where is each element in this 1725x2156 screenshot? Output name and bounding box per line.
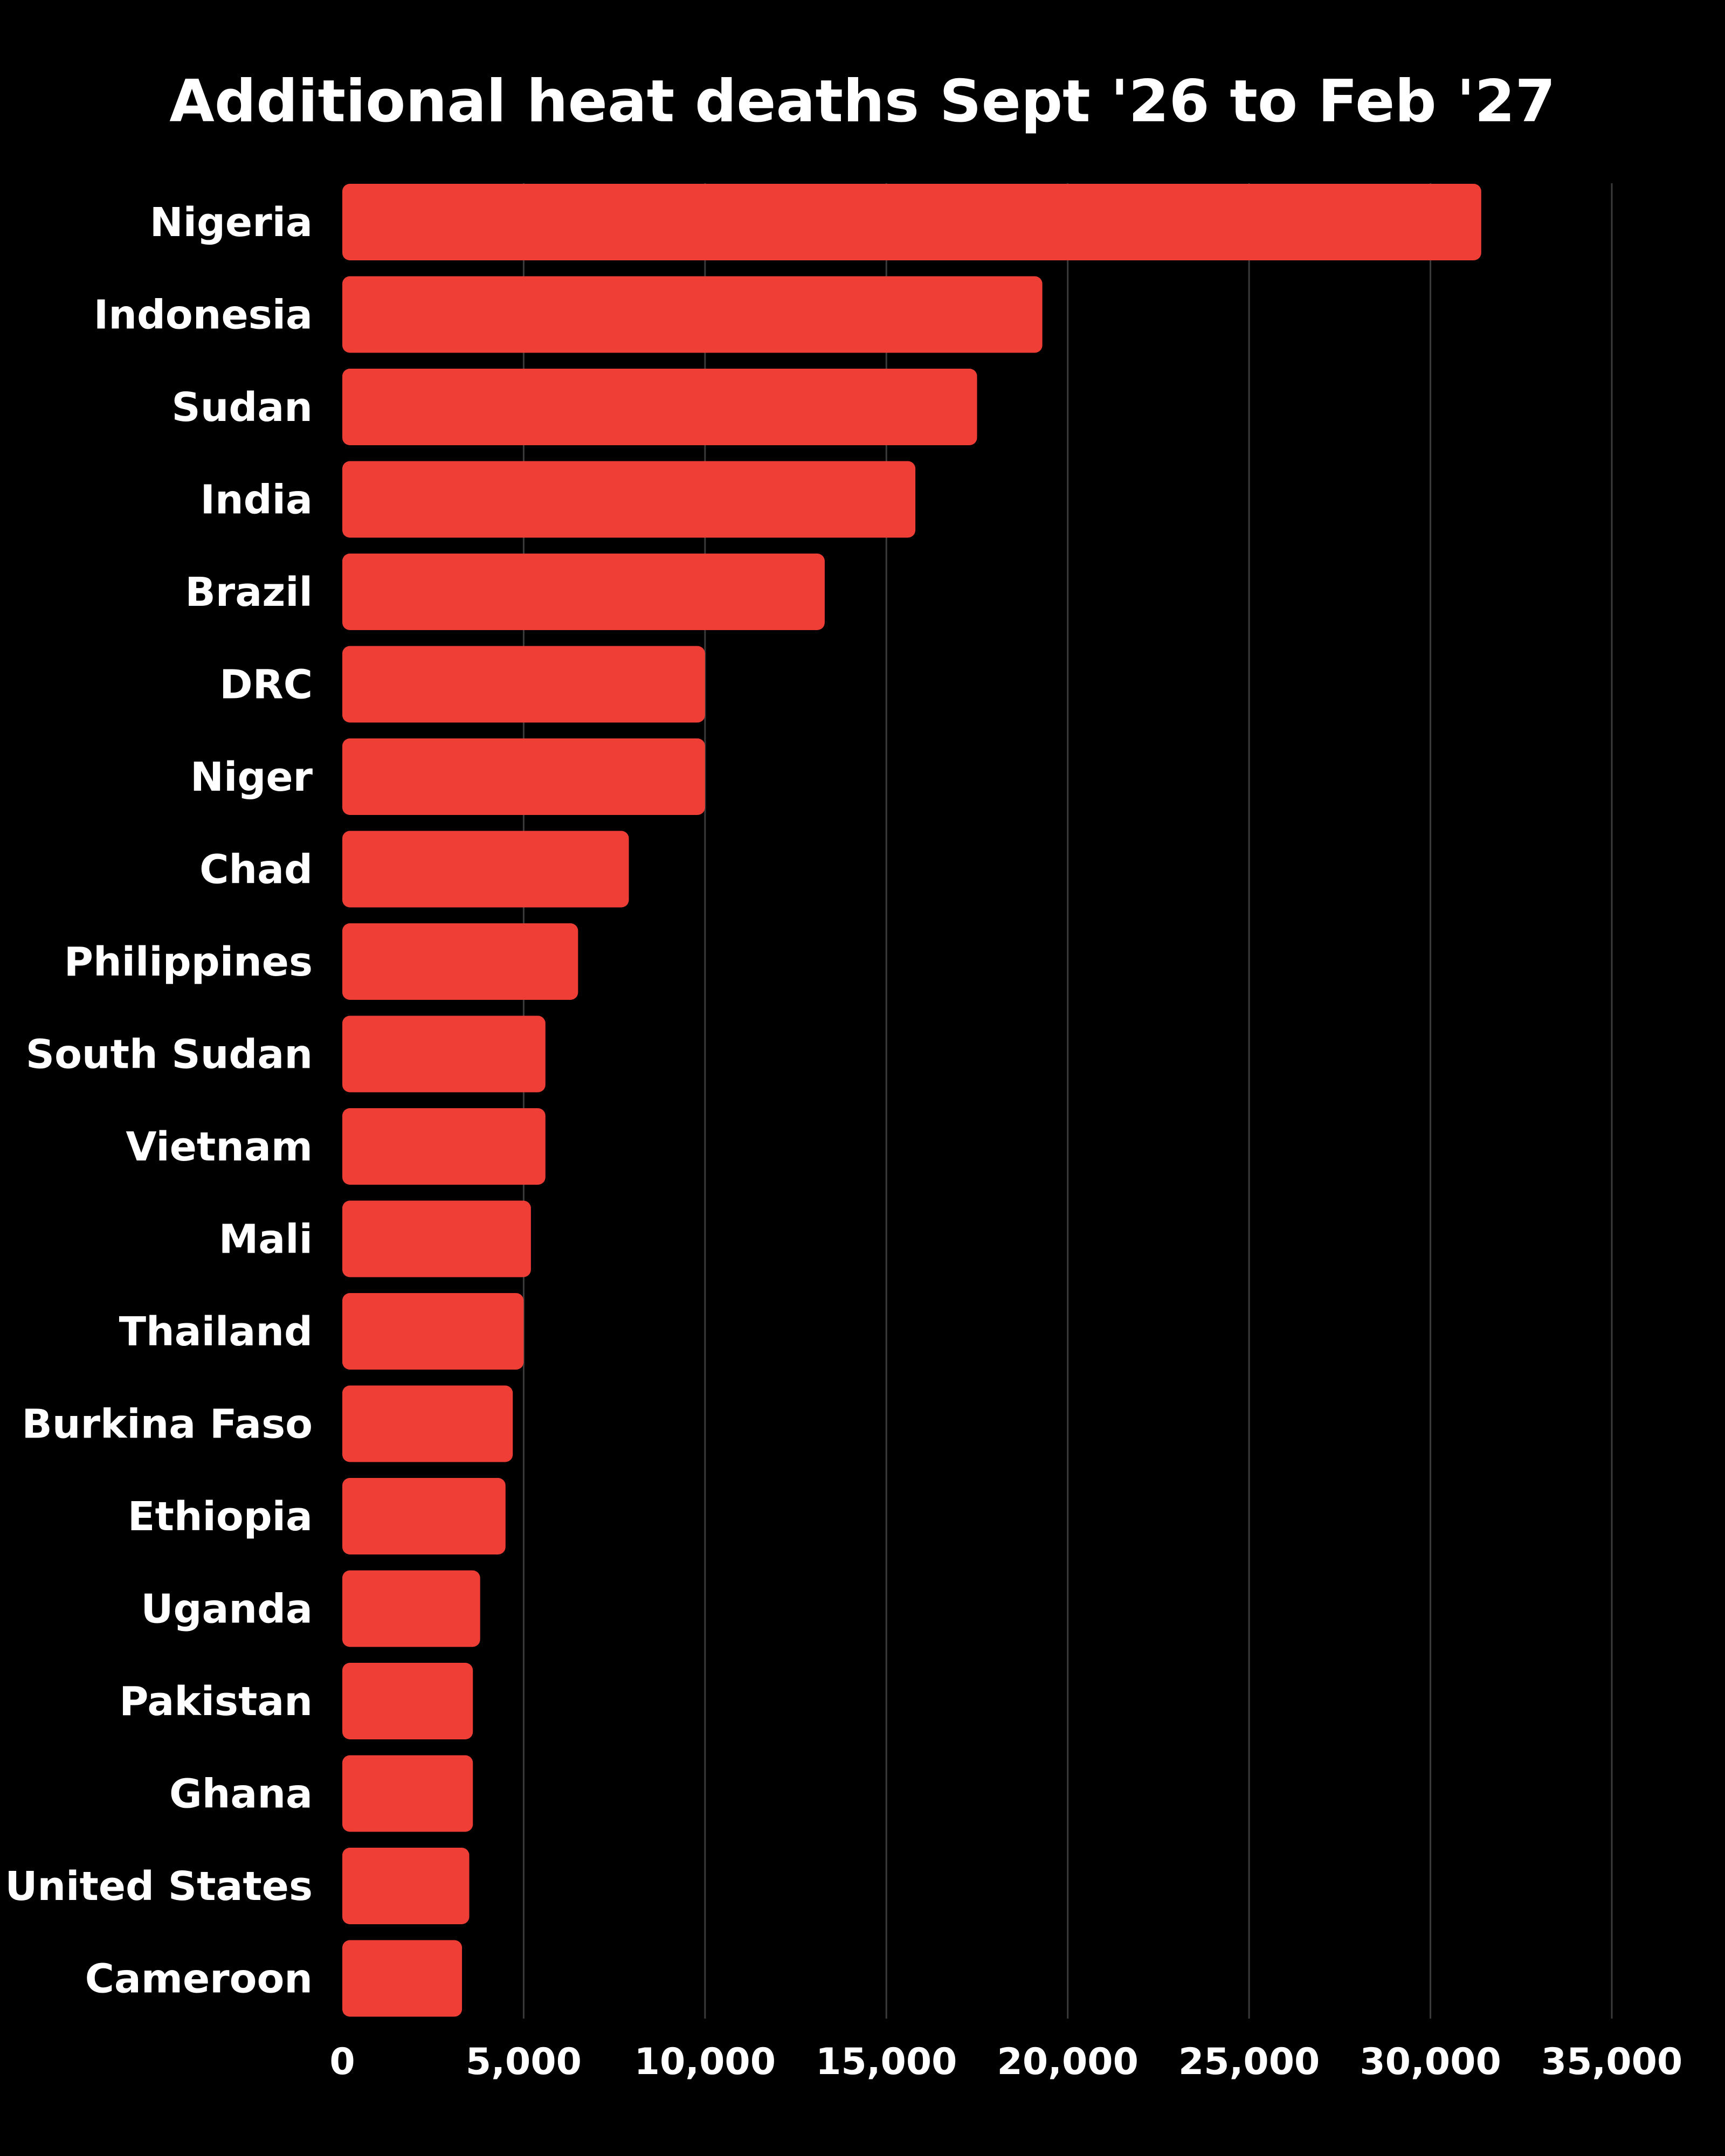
category-label: United States [5, 1863, 313, 1910]
x-tick-label: 30,000 [1360, 2041, 1501, 2083]
category-label: Burkina Faso [22, 1401, 313, 1448]
bar-cameroon [342, 1940, 463, 2017]
category-label: Ghana [169, 1771, 313, 1818]
category-label: Ethiopia [128, 1494, 313, 1540]
category-label: Niger [190, 754, 313, 800]
category-label: Thailand [119, 1309, 313, 1355]
bar-indonesia [342, 276, 1043, 353]
category-label: Nigeria [150, 199, 313, 246]
bar-south-sudan [342, 1015, 546, 1093]
bars [342, 184, 1481, 2017]
category-label: India [201, 477, 313, 523]
bar-brazil [342, 554, 825, 630]
category-label: Brazil [185, 569, 313, 616]
bar-nigeria [342, 184, 1481, 260]
category-label: South Sudan [26, 1032, 313, 1078]
category-label: Pakistan [119, 1678, 313, 1725]
category-label: Sudan [171, 384, 313, 431]
bar-mali [342, 1200, 531, 1277]
grid-lines [522, 183, 1613, 2019]
category-label: Cameroon [85, 1956, 313, 2002]
category-label: Chad [199, 847, 313, 893]
bar-ethiopia [342, 1478, 506, 1554]
x-tick-label: 25,000 [1178, 2041, 1320, 2083]
bar-india [342, 461, 916, 538]
category-labels: Nigeria Indonesia Sudan India Brazil DRC Niger… [5, 199, 313, 2002]
x-tick-label: 35,000 [1541, 2041, 1682, 2083]
x-tick-label: 15,000 [816, 2041, 957, 2083]
bar-pakistan [342, 1663, 473, 1739]
bar-uganda [342, 1570, 480, 1647]
chart-title: Additional heat deaths Sept '26 to Feb '… [169, 68, 1555, 135]
category-label: Vietnam [126, 1124, 313, 1170]
category-label: Mali [219, 1217, 313, 1263]
category-label: DRC [219, 662, 313, 708]
bar-thailand [342, 1293, 524, 1370]
category-label: Philippines [64, 939, 313, 985]
bar-vietnam [342, 1108, 546, 1185]
bar-chad [342, 831, 629, 908]
bar-burkina-faso [342, 1385, 513, 1462]
x-tick-label: 5,000 [466, 2041, 582, 2083]
bar-drc [342, 646, 705, 723]
x-tick-labels: 0 5,000 10,000 15,000 20,000 25,000 30,000 35,0… [329, 2041, 1682, 2083]
category-label: Indonesia [94, 292, 313, 338]
bar-united-states [342, 1848, 470, 1924]
bar-philippines [342, 923, 578, 1000]
category-label: Uganda [141, 1586, 313, 1633]
bar-sudan [342, 369, 977, 445]
x-tick-label: 20,000 [997, 2041, 1138, 2083]
bar-ghana [342, 1755, 473, 1832]
x-tick-label: 0 [329, 2041, 355, 2083]
x-tick-label: 10,000 [634, 2041, 776, 2083]
bar-niger [342, 738, 705, 815]
